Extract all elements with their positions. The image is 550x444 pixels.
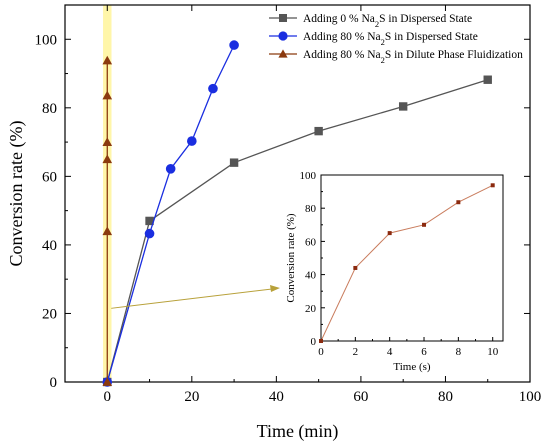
series-2-point bbox=[102, 154, 113, 164]
inset-series-0-point bbox=[319, 339, 323, 343]
plot-frame bbox=[64, 4, 531, 383]
inset-series-0-point bbox=[422, 222, 427, 227]
zoom-arrow-head bbox=[270, 285, 280, 292]
inset-series-0-point bbox=[353, 265, 358, 270]
legend-marker-1 bbox=[278, 31, 288, 41]
x-tick-label: 0 bbox=[104, 389, 112, 405]
legend-text-sub: 2 bbox=[375, 19, 379, 29]
legend: Adding 0 % Na2S in Dispersed StateAdding… bbox=[269, 13, 523, 65]
inset-frame bbox=[320, 174, 504, 342]
y-tick-label: 40 bbox=[42, 238, 57, 254]
legend-text-sub: 2 bbox=[381, 37, 385, 47]
zoom-arrow-line bbox=[111, 288, 273, 309]
inset-x-tick-label: 10 bbox=[487, 346, 499, 358]
series-2-point bbox=[102, 226, 113, 236]
series-0-point bbox=[483, 75, 492, 84]
y-tick-label: 0 bbox=[50, 375, 58, 391]
legend-text-suffix: S in Dilute Phase Fluidization bbox=[385, 49, 523, 61]
legend-text-sub: 2 bbox=[381, 55, 385, 65]
legend-text-prefix: Adding 80 % Na bbox=[303, 31, 381, 43]
series-2-point bbox=[102, 55, 113, 65]
legend-text-suffix: S in Dispersed State bbox=[379, 13, 472, 25]
legend-marker-0 bbox=[279, 14, 287, 22]
inset-series-0-point bbox=[387, 231, 392, 236]
series-1-point bbox=[165, 164, 176, 174]
series-2-point bbox=[102, 377, 113, 386]
inset-series-line-0 bbox=[320, 184, 493, 342]
x-tick-label: 60 bbox=[353, 389, 368, 405]
legend-entry-1: Adding 80 % Na2S in Dispersed State bbox=[303, 31, 478, 47]
inset-x-tick-label: 8 bbox=[456, 346, 462, 358]
series-0-point bbox=[145, 216, 154, 226]
inset-y-tick-label: 20 bbox=[305, 303, 317, 315]
inset-y-tick-label: 80 bbox=[305, 203, 317, 215]
legend-marker-2 bbox=[278, 49, 288, 58]
y-tick-label: 20 bbox=[42, 306, 57, 322]
series-2-point bbox=[102, 137, 113, 146]
x-tick-label: 100 bbox=[519, 389, 542, 405]
legend-text-suffix: S in Dispersed State bbox=[385, 31, 478, 43]
x-tick-label: 20 bbox=[184, 389, 199, 405]
series-1-point bbox=[144, 228, 155, 239]
inset-x-tick-label: 6 bbox=[421, 346, 427, 358]
inset-y-tick-label: 100 bbox=[300, 170, 317, 182]
y-axis-title: Conversion rate (%) bbox=[6, 121, 27, 267]
series-1-point bbox=[187, 136, 197, 146]
series-0-point bbox=[229, 158, 239, 167]
inset-x-tick-label: 4 bbox=[387, 346, 393, 358]
legend-text-prefix: Adding 80 % Na bbox=[303, 49, 381, 61]
x-tick-label: 40 bbox=[269, 389, 284, 405]
legend-entry-0: Adding 0 % Na2S in Dispersed State bbox=[303, 13, 472, 29]
series-line-0 bbox=[106, 79, 488, 383]
x-axis-title: Time (min) bbox=[257, 421, 339, 442]
inset-y-tick-label: 0 bbox=[311, 336, 317, 348]
inset-x-tick-label: 0 bbox=[318, 346, 324, 358]
inset-series-0-point bbox=[490, 183, 495, 188]
series-1-point bbox=[229, 40, 239, 50]
legend-entry-2: Adding 80 % Na2S in Dilute Phase Fluidiz… bbox=[303, 49, 523, 65]
inset-x-axis-title: Time (s) bbox=[393, 361, 431, 373]
series-0-point bbox=[398, 102, 408, 111]
inset-y-axis-title: Conversion rate (%) bbox=[285, 213, 297, 303]
legend-text-prefix: Adding 0 % Na bbox=[303, 13, 375, 25]
series-0-point bbox=[314, 126, 323, 136]
inset-x-tick-label: 2 bbox=[353, 346, 359, 358]
series-line-1 bbox=[106, 44, 235, 383]
x-tick-label: 80 bbox=[438, 389, 453, 405]
inset-y-tick-label: 40 bbox=[305, 270, 317, 282]
y-tick-label: 80 bbox=[42, 101, 57, 117]
y-tick-label: 100 bbox=[35, 32, 58, 48]
inset-series-0-point bbox=[456, 200, 461, 205]
inset-y-tick-label: 60 bbox=[305, 236, 317, 248]
series-1-point bbox=[208, 83, 218, 94]
series-2-point bbox=[102, 90, 113, 100]
y-tick-label: 60 bbox=[42, 169, 57, 185]
